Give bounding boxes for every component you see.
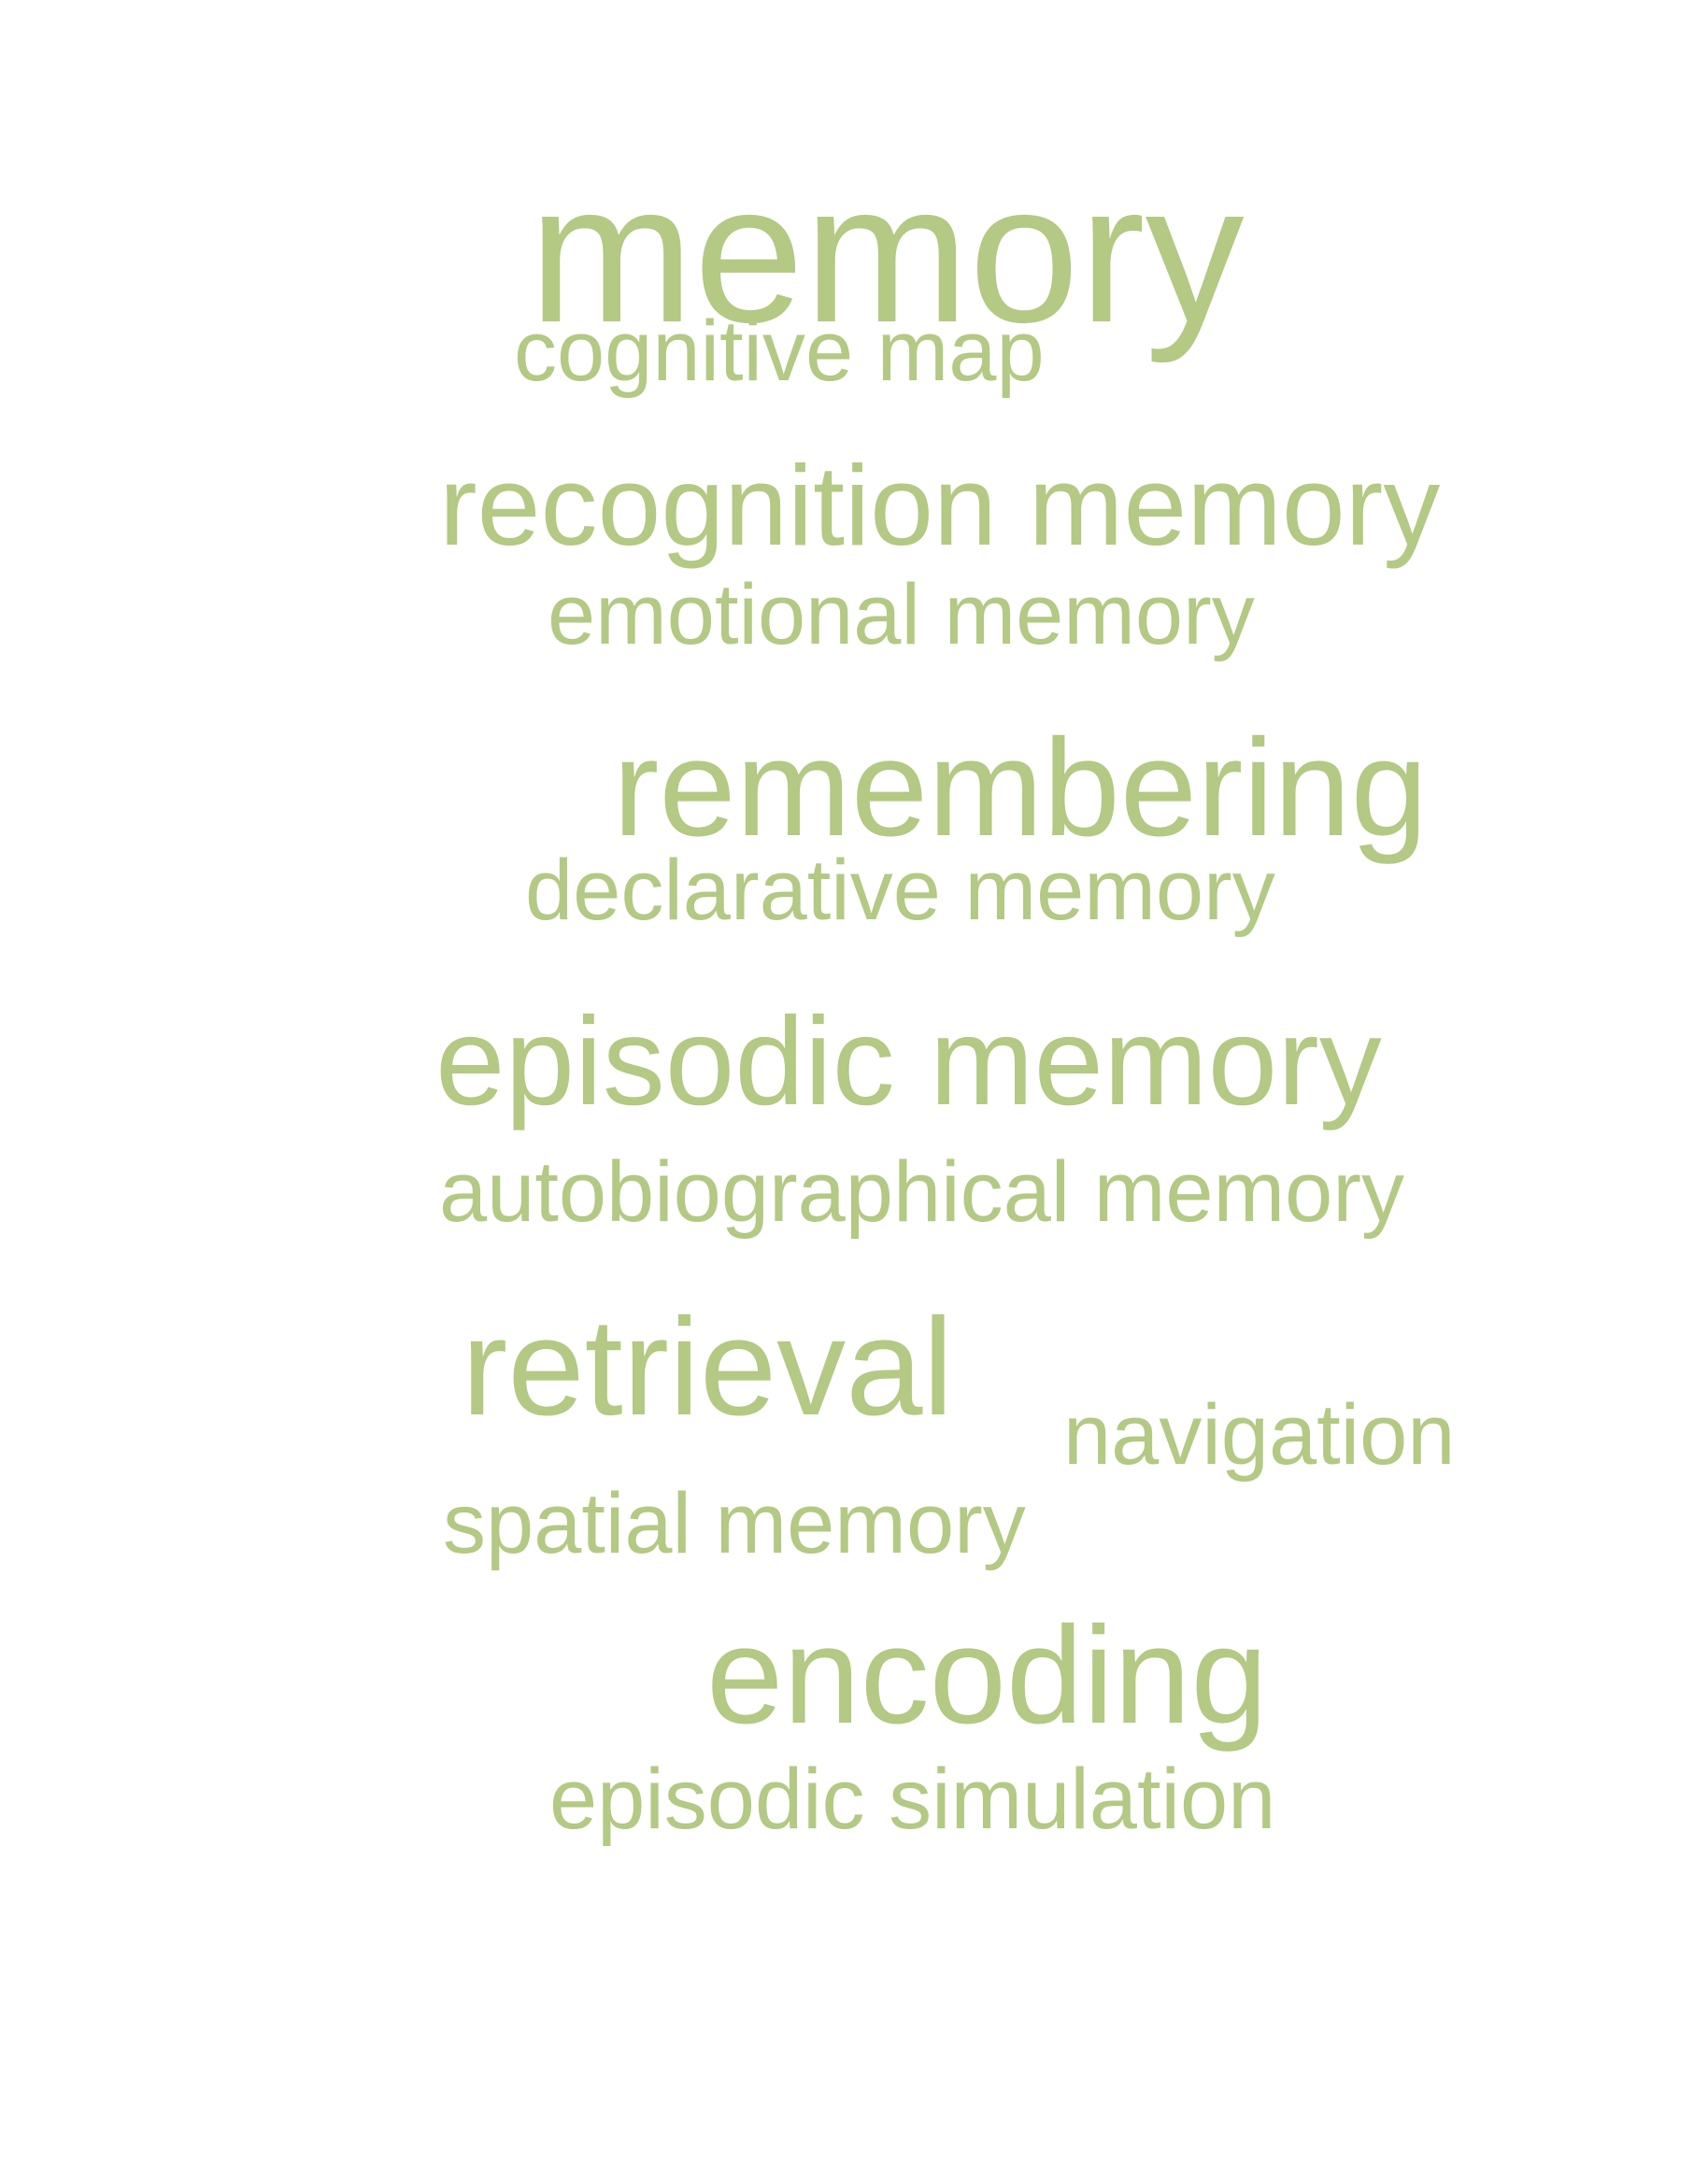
word-episodic-memory: episodic memory (435, 992, 1382, 1131)
word-navigation: navigation (1063, 1387, 1456, 1483)
word-memory: memory (529, 142, 1245, 363)
word-remembering: remembering (613, 711, 1428, 865)
word-cognitive-map: cognitive map (514, 304, 1045, 399)
word-autobiographical-memory: autobiographical memory (439, 1144, 1404, 1240)
word-recognition-memory: recognition memory (439, 442, 1441, 569)
word-episodic-simulation: episodic simulation (549, 1752, 1276, 1847)
word-retrieval: retrieval (462, 1290, 954, 1444)
word-emotional-memory: emotional memory (548, 567, 1255, 662)
word-spatial-memory: spatial memory (443, 1476, 1026, 1571)
word-encoding: encoding (706, 1598, 1268, 1753)
word-declarative-memory: declarative memory (525, 843, 1275, 938)
